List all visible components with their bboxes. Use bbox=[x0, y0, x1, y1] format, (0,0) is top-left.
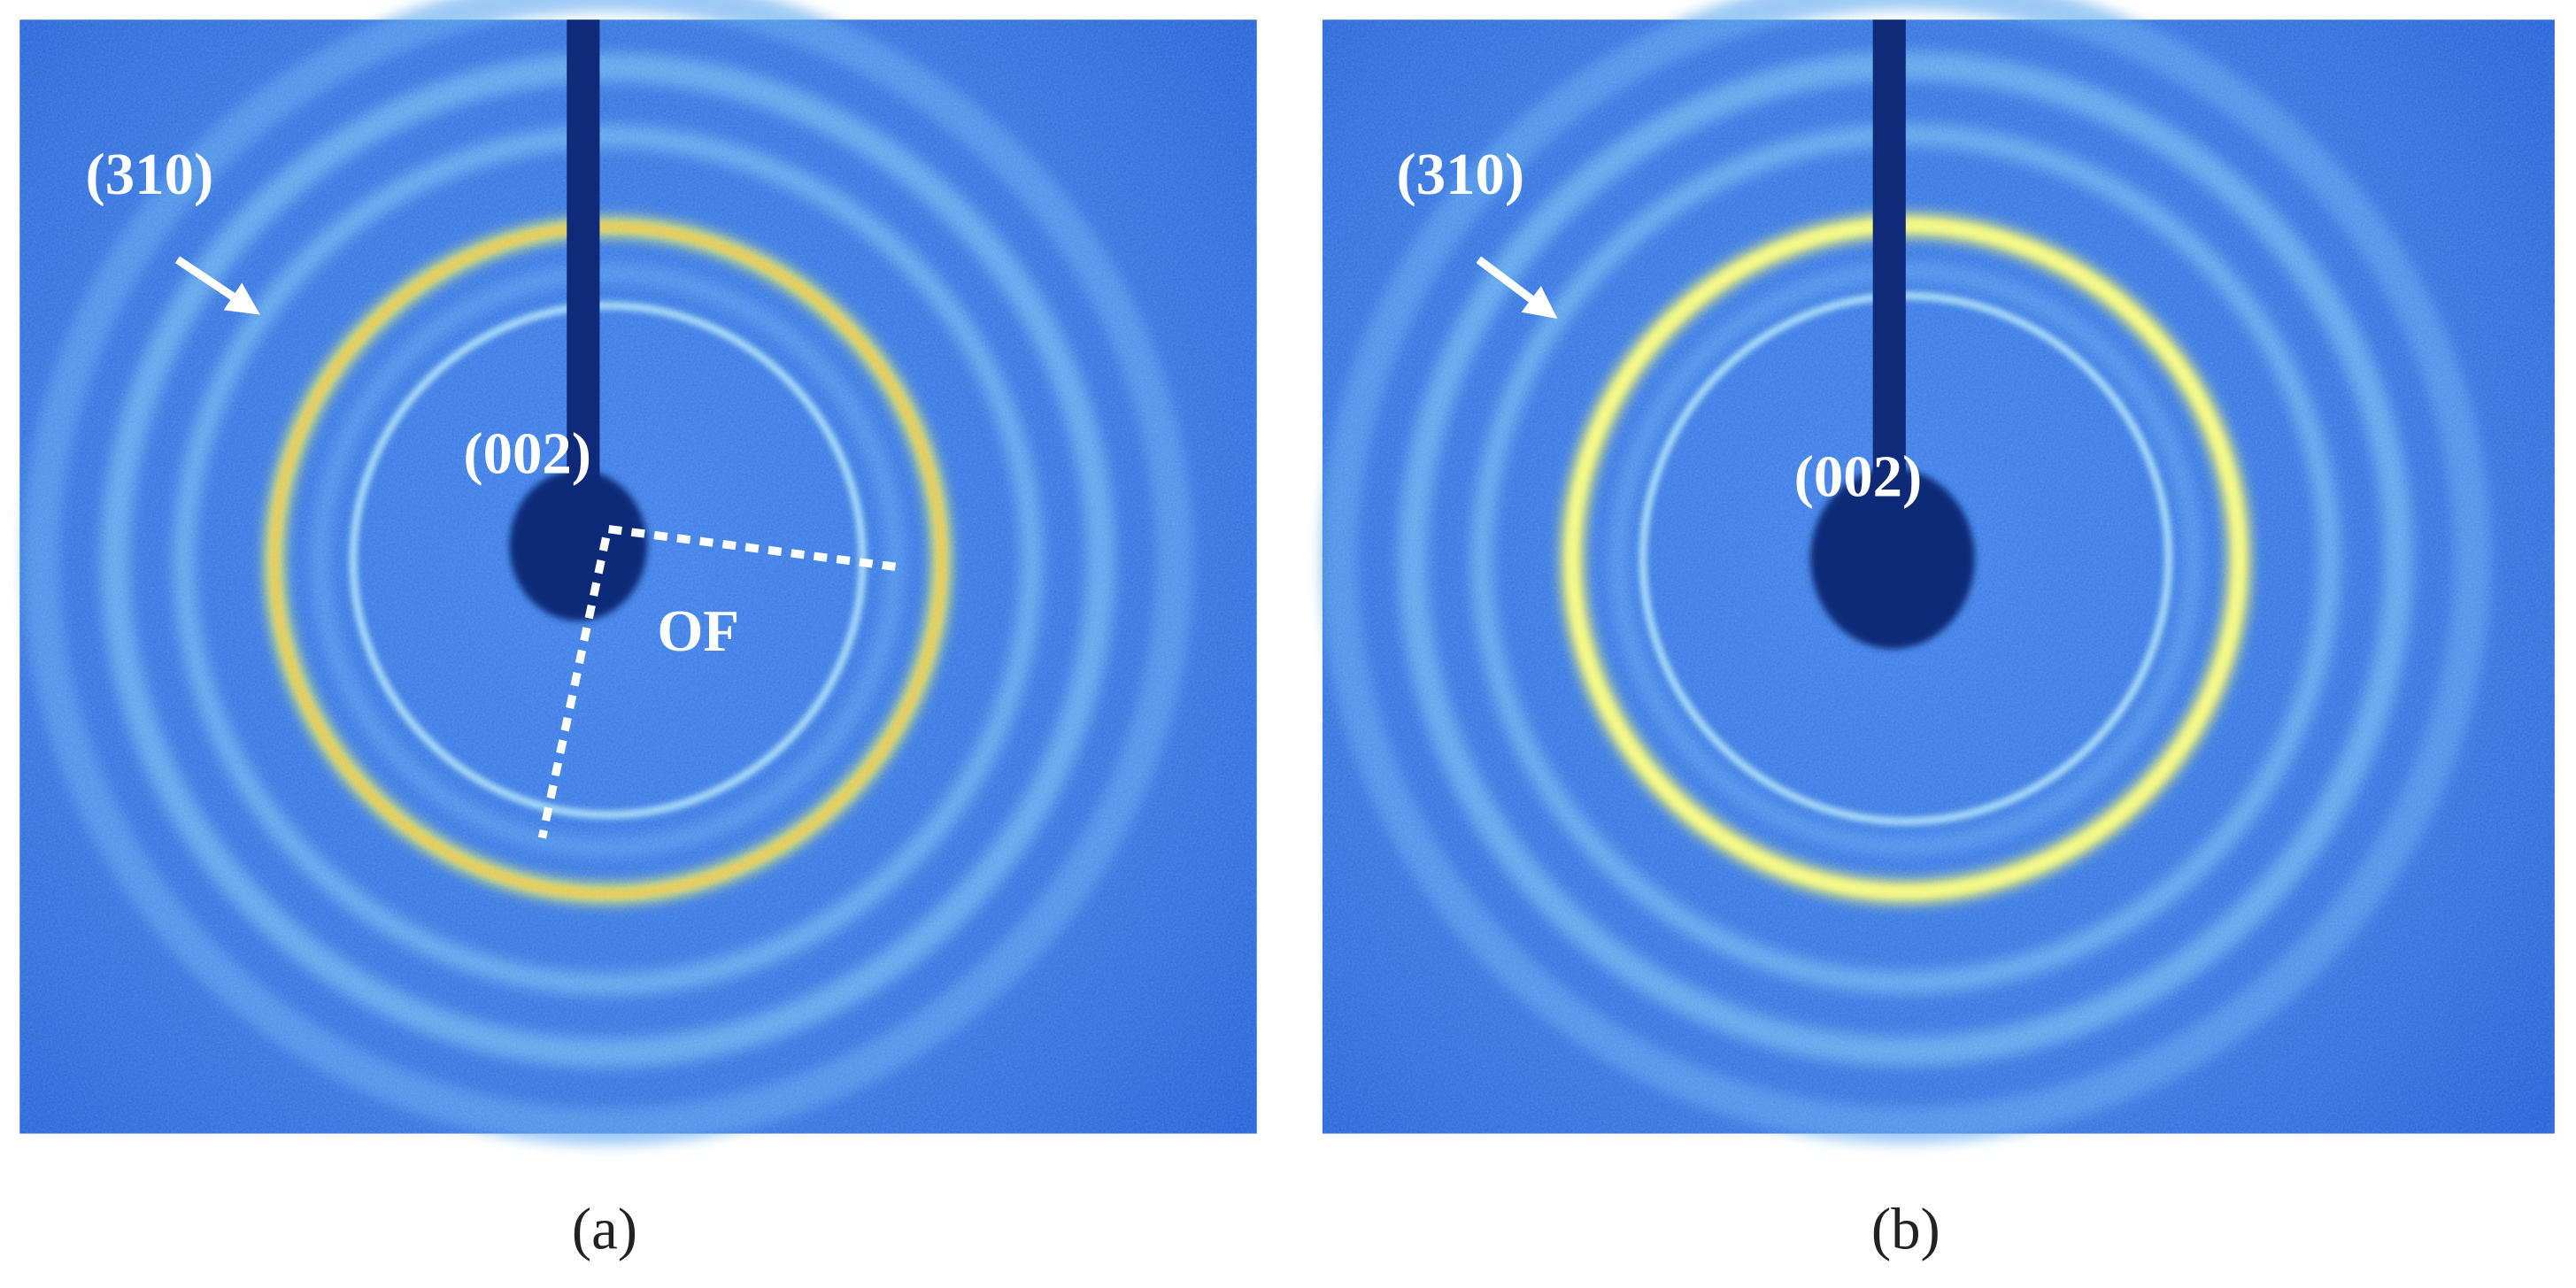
beam-stop bbox=[567, 19, 600, 497]
angle-label: OF bbox=[657, 598, 739, 664]
beam-center bbox=[1810, 467, 1975, 650]
beam-center bbox=[509, 469, 648, 621]
peak-label: (310) bbox=[1396, 142, 1524, 207]
panel-a: (310) (002) OF (a) bbox=[19, 0, 1257, 1261]
caption: (b) bbox=[1871, 1196, 1940, 1261]
beam-stop bbox=[1872, 19, 1906, 497]
arrow bbox=[174, 256, 260, 315]
peak-label: (310) bbox=[86, 142, 214, 207]
arrow bbox=[1476, 256, 1558, 320]
angle-lines bbox=[537, 524, 897, 839]
panel-b: (310) (002) (b) bbox=[1321, 0, 2555, 1261]
caption: (a) bbox=[572, 1196, 637, 1261]
peak-label: (002) bbox=[1794, 443, 1923, 509]
peak-label: (002) bbox=[463, 420, 591, 486]
